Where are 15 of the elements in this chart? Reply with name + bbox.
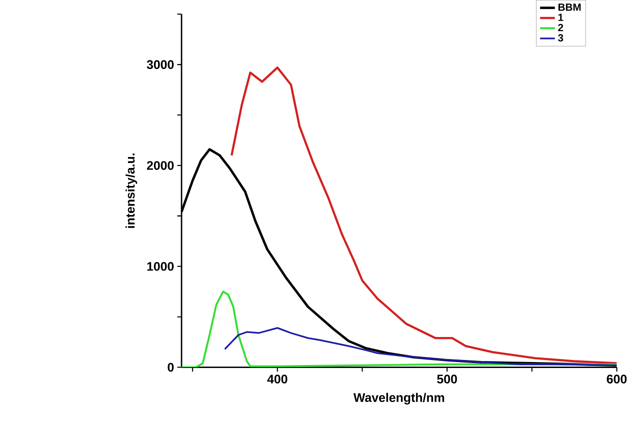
- y-tick-label: 1000: [147, 262, 174, 271]
- legend-label: 1: [558, 14, 564, 21]
- y-axis-title: intensity/a.u.: [126, 154, 138, 228]
- y-tick-label: 0: [168, 362, 174, 372]
- y-tick-label: 2000: [146, 161, 174, 170]
- legend-label: BBM: [558, 4, 581, 11]
- x-tick-label: 600: [606, 374, 627, 384]
- x-tick-label: 500: [437, 374, 457, 384]
- x-axis-title: Wavelength/nm: [353, 392, 444, 405]
- legend-label: 2: [558, 24, 564, 32]
- y-tick-label: 3000: [146, 60, 174, 69]
- line-series: [224, 327, 617, 366]
- x-tick-label: 400: [267, 374, 288, 384]
- line-series: [230, 66, 617, 364]
- legend-label: 3: [558, 34, 564, 42]
